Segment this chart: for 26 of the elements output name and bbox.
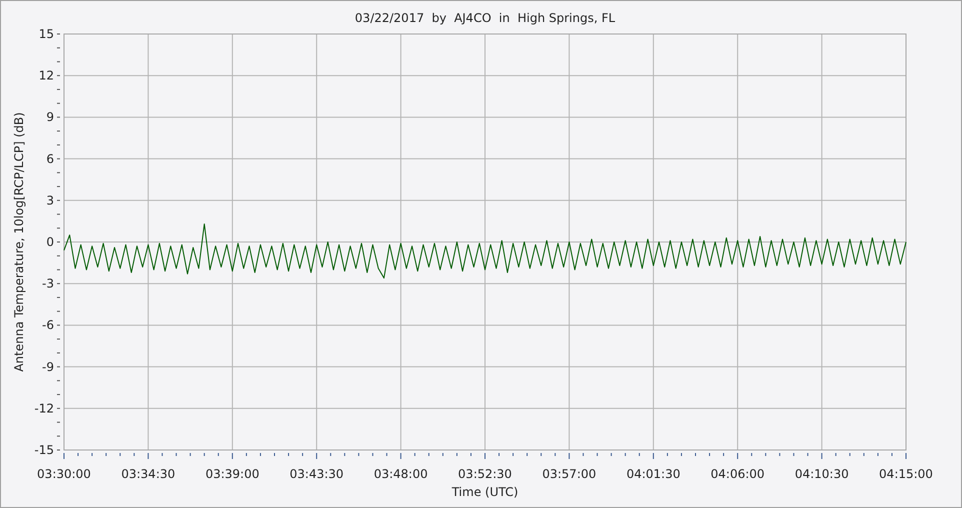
y-tick-label: 9 bbox=[46, 110, 54, 124]
y-tick-label: -3 bbox=[42, 276, 54, 291]
x-tick-label: 04:01:30 bbox=[626, 467, 680, 481]
x-tick-label: 03:48:00 bbox=[374, 467, 428, 481]
y-tick-label: 15 bbox=[38, 27, 54, 41]
y-tick-label: 6 bbox=[46, 152, 54, 166]
y-tick-label: -6 bbox=[42, 318, 54, 332]
x-axis-title: Time (UTC) bbox=[450, 485, 518, 499]
x-tick-label: 03:30:00 bbox=[37, 467, 91, 481]
x-tick-label: 04:15:00 bbox=[879, 467, 933, 481]
y-tick-label: 3 bbox=[46, 193, 54, 208]
x-tick-label: 04:06:00 bbox=[710, 467, 765, 481]
y-tick-label: -12 bbox=[34, 401, 54, 416]
x-tick-label: 03:52:30 bbox=[458, 467, 512, 481]
y-axis-title: Antenna Temperature, 10log[RCP/LCP] (dB) bbox=[12, 112, 26, 372]
x-tick-label: 03:39:00 bbox=[205, 467, 260, 481]
x-tick-label: 03:43:30 bbox=[290, 467, 344, 481]
chart-title: 03/22/2017 by AJ4CO in High Springs, FL bbox=[354, 11, 616, 25]
y-tick-label: -15 bbox=[34, 443, 54, 457]
y-tick-label: -9 bbox=[42, 360, 54, 374]
y-tick-label: 12 bbox=[38, 68, 54, 83]
line-series bbox=[64, 223, 906, 279]
y-tick-label: 0 bbox=[46, 235, 54, 249]
x-tick-label: 03:34:30 bbox=[121, 467, 176, 481]
x-tick-label: 04:10:30 bbox=[794, 467, 849, 481]
x-tick-label: 03:57:00 bbox=[542, 467, 596, 481]
